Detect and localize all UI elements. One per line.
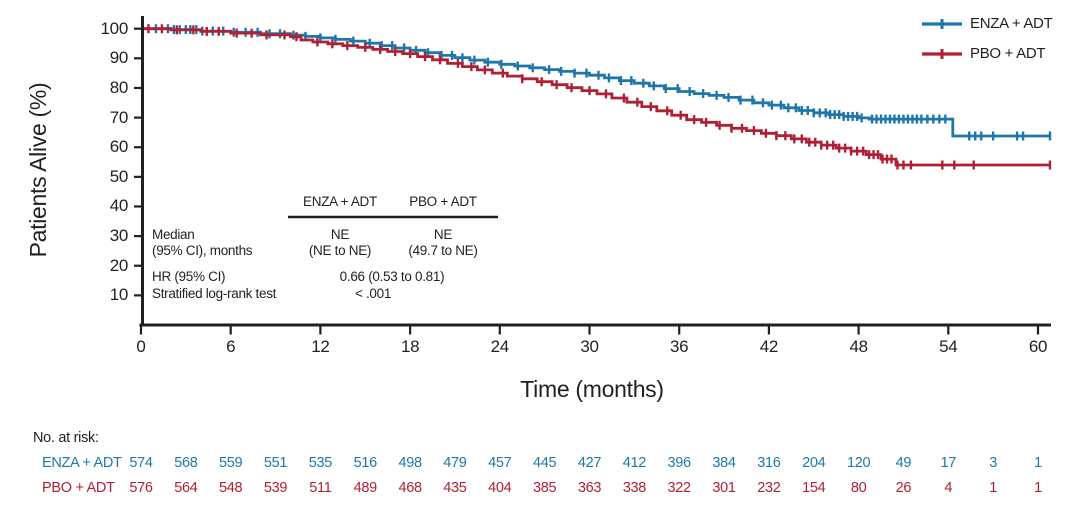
legend-label-enza: ENZA + ADT <box>970 15 1053 32</box>
at-risk-count: 26 <box>895 480 912 496</box>
inset-median-pbo-line1: NE <box>433 227 453 242</box>
at-risk-count: 559 <box>219 455 243 471</box>
at-risk-count: 3 <box>989 455 998 471</box>
x-tick-label: 36 <box>670 337 689 356</box>
at-risk-count: 498 <box>398 455 422 471</box>
x-tick-label: 0 <box>136 337 146 356</box>
x-tick-label: 42 <box>759 337 779 356</box>
x-tick-label: 24 <box>490 337 510 356</box>
inset-median-pbo-line2: (49.7 to NE) <box>408 243 478 258</box>
inset-median-label-line1: Median <box>152 227 195 242</box>
at-risk-count: 427 <box>577 455 602 471</box>
at-risk-row-label-pbo: PBO + ADT <box>42 480 115 496</box>
at-risk-count: 301 <box>712 480 736 496</box>
x-tick-label: 30 <box>580 337 599 356</box>
at-risk-count: 489 <box>353 480 378 496</box>
at-risk-count: 1 <box>989 480 998 496</box>
legend-line-markers <box>922 19 962 59</box>
km-curve-pbo <box>141 27 1050 167</box>
at-risk-count: 551 <box>263 455 288 471</box>
at-risk-count: 396 <box>667 455 692 471</box>
at-risk-count: 576 <box>129 480 153 496</box>
at-risk-count: 49 <box>895 455 912 471</box>
at-risk-row-label-enza: ENZA + ADT <box>42 455 122 471</box>
at-risk-count: 322 <box>667 480 692 496</box>
x-tick-label: 12 <box>311 337 330 356</box>
at-risk-count: 539 <box>263 480 288 496</box>
at-risk-count: 548 <box>219 480 243 496</box>
inset-hr-value: 0.66 (0.53 to 0.81) <box>339 269 445 284</box>
at-risk-count: 535 <box>308 455 333 471</box>
at-risk-count: 568 <box>174 455 198 471</box>
at-risk-count: 338 <box>622 480 647 496</box>
at-risk-count: 404 <box>488 480 512 496</box>
at-risk-count: 232 <box>757 480 781 496</box>
y-tick-label: 10 <box>109 285 129 305</box>
x-tick-label: 60 <box>1028 337 1048 356</box>
legend-label-pbo: PBO + ADT <box>970 45 1046 62</box>
y-tick-label: 70 <box>109 107 129 127</box>
at-risk-count: 1 <box>1034 480 1042 496</box>
at-risk-count: 445 <box>532 455 557 471</box>
at-risk-count: 17 <box>940 455 957 471</box>
at-risk-count: 1 <box>1034 455 1042 471</box>
at-risk-count: 204 <box>802 455 826 471</box>
at-risk-count: 516 <box>353 455 378 471</box>
at-risk-heading: No. at risk: <box>33 430 99 446</box>
at-risk-count: 4 <box>944 480 953 496</box>
inset-col-header-pbo: PBO + ADT <box>409 194 477 209</box>
x-tick-label: 48 <box>849 337 868 356</box>
y-axis-title: Patients Alive (%) <box>25 82 51 258</box>
y-tick-label: 80 <box>109 77 129 97</box>
axes <box>134 16 1051 335</box>
at-risk-count: 479 <box>443 455 467 471</box>
at-risk-count: 80 <box>850 480 867 496</box>
y-tick-label: 40 <box>109 196 129 216</box>
y-tick-label: 50 <box>109 166 129 186</box>
at-risk-count: 574 <box>129 455 153 471</box>
inset-hr-label: HR (95% CI) <box>152 269 226 284</box>
at-risk-count: 385 <box>532 480 557 496</box>
km-curve-enza <box>141 27 1050 138</box>
at-risk-count: 511 <box>309 480 332 496</box>
at-risk-count: 468 <box>398 480 422 496</box>
x-tick-label: 6 <box>226 337 236 356</box>
at-risk-count: 384 <box>712 455 736 471</box>
y-tick-label: 20 <box>109 255 129 275</box>
y-tick-label: 60 <box>109 137 129 157</box>
y-tick-label: 90 <box>109 48 129 68</box>
inset-median-enza-line1: NE <box>330 227 350 242</box>
x-axis-title: Time (months) <box>520 376 664 402</box>
inset-col-header-enza: ENZA + ADT <box>303 194 377 209</box>
x-tick-label: 18 <box>400 337 420 356</box>
at-risk-count: 120 <box>846 455 871 471</box>
at-risk-count: 316 <box>757 455 781 471</box>
at-risk-count: 564 <box>174 480 198 496</box>
inset-median-enza-line2: (NE to NE) <box>308 243 372 258</box>
at-risk-count: 435 <box>443 480 467 496</box>
survival-curves <box>141 24 1052 170</box>
at-risk-count: 363 <box>577 480 602 496</box>
inset-logrank-label: Stratified log-rank test <box>152 286 277 301</box>
at-risk-count: 154 <box>802 480 826 496</box>
at-risk-count: 412 <box>622 455 647 471</box>
y-tick-label: 30 <box>109 226 129 246</box>
inset-logrank-value: < .001 <box>354 286 392 301</box>
at-risk-count: 457 <box>488 455 512 471</box>
inset-median-label-line2: (95% CI), months <box>152 243 253 258</box>
y-tick-label: 100 <box>100 18 129 38</box>
x-tick-label: 54 <box>939 337 958 356</box>
